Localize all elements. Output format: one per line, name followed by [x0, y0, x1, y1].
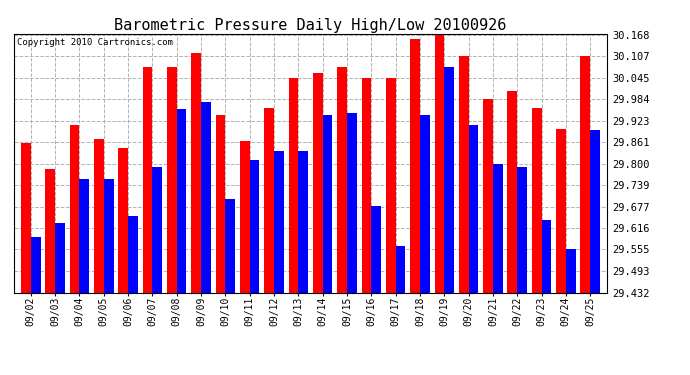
Bar: [216, 115, 226, 292]
Title: Barometric Pressure Daily High/Low 20100926: Barometric Pressure Daily High/Low 20100…: [115, 18, 506, 33]
Bar: [201, 102, 210, 292]
Bar: [362, 78, 371, 292]
Bar: [94, 139, 104, 292]
Bar: [226, 199, 235, 292]
Bar: [46, 169, 55, 292]
Bar: [395, 246, 405, 292]
Bar: [313, 73, 323, 292]
Bar: [128, 216, 138, 292]
Bar: [250, 160, 259, 292]
Text: Copyright 2010 Cartronics.com: Copyright 2010 Cartronics.com: [17, 38, 172, 46]
Bar: [435, 35, 444, 292]
Bar: [493, 164, 502, 292]
Bar: [119, 148, 128, 292]
Bar: [177, 110, 186, 292]
Bar: [590, 130, 600, 292]
Bar: [411, 39, 420, 292]
Bar: [337, 68, 347, 292]
Bar: [79, 179, 89, 292]
Bar: [556, 129, 566, 292]
Bar: [420, 115, 430, 292]
Bar: [264, 108, 274, 292]
Bar: [386, 78, 395, 292]
Bar: [542, 220, 551, 292]
Bar: [21, 142, 31, 292]
Bar: [566, 249, 575, 292]
Bar: [31, 237, 41, 292]
Bar: [143, 68, 152, 292]
Bar: [323, 115, 333, 292]
Bar: [104, 179, 114, 292]
Bar: [55, 223, 65, 292]
Bar: [70, 125, 79, 292]
Bar: [240, 141, 250, 292]
Bar: [371, 206, 381, 292]
Bar: [191, 53, 201, 292]
Bar: [288, 78, 298, 292]
Bar: [152, 167, 162, 292]
Bar: [483, 99, 493, 292]
Bar: [507, 91, 518, 292]
Bar: [459, 56, 469, 292]
Bar: [274, 151, 284, 292]
Bar: [298, 151, 308, 292]
Bar: [469, 125, 478, 292]
Bar: [518, 167, 527, 292]
Bar: [167, 68, 177, 292]
Bar: [347, 113, 357, 292]
Bar: [580, 56, 590, 292]
Bar: [532, 108, 542, 292]
Bar: [444, 68, 454, 292]
